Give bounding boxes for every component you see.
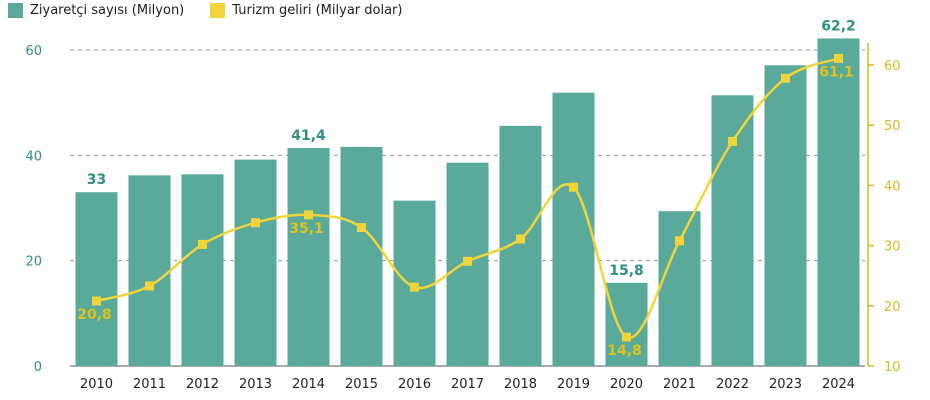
x-tick-label: 2018 bbox=[504, 377, 537, 392]
revenue-point bbox=[198, 239, 207, 249]
revenue-point bbox=[463, 256, 472, 266]
revenue-point bbox=[675, 236, 684, 246]
revenue-point bbox=[834, 53, 843, 63]
x-tick-label: 2012 bbox=[186, 377, 219, 392]
x-tick-label: 2015 bbox=[345, 377, 378, 392]
x-tick-label: 2014 bbox=[292, 377, 325, 392]
y-right-tick-label: 10 bbox=[884, 360, 901, 375]
x-tick-label: 2023 bbox=[769, 377, 802, 392]
x-tick-label: 2021 bbox=[663, 377, 696, 392]
line-data-label: 61,1 bbox=[819, 64, 854, 80]
bar bbox=[711, 95, 754, 366]
legend-item-revenue: Turizm geliri (Milyar dolar) bbox=[210, 3, 402, 18]
legend-label-visitors: Ziyaretçi sayısı (Milyon) bbox=[30, 3, 185, 18]
revenue-point bbox=[304, 210, 313, 220]
x-tick-label: 2020 bbox=[610, 377, 643, 392]
revenue-line bbox=[96, 57, 839, 339]
x-tick-label: 2013 bbox=[239, 377, 272, 392]
y-right-tick-label: 20 bbox=[884, 300, 901, 315]
bar-data-label: 41,4 bbox=[291, 128, 326, 144]
x-tick-label: 2019 bbox=[557, 377, 590, 392]
y-left-tick-label: 40 bbox=[25, 149, 42, 164]
legend-swatch-visitors bbox=[8, 3, 23, 18]
revenue-point bbox=[516, 234, 525, 244]
legend-swatch-revenue bbox=[210, 3, 226, 18]
y-right-tick-label: 60 bbox=[884, 59, 901, 74]
y-left-tick-label: 0 bbox=[34, 360, 42, 375]
bar bbox=[817, 38, 860, 367]
revenue-point bbox=[728, 136, 737, 146]
x-tick-label: 2017 bbox=[451, 377, 484, 392]
bar bbox=[287, 147, 330, 366]
revenue-point bbox=[569, 182, 578, 192]
bar bbox=[658, 211, 701, 366]
bar bbox=[181, 174, 224, 366]
chart-legend: Ziyaretçi sayısı (Milyon) Turizm geliri … bbox=[8, 3, 428, 18]
revenue-point bbox=[251, 218, 260, 228]
revenue-point bbox=[357, 223, 366, 233]
line-data-label: 35,1 bbox=[289, 221, 324, 237]
y-right-tick-label: 50 bbox=[884, 119, 901, 134]
x-tick-label: 2011 bbox=[133, 377, 166, 392]
y-left-tick-label: 60 bbox=[25, 44, 42, 59]
bar bbox=[340, 146, 383, 366]
bar bbox=[605, 282, 648, 366]
y-left-tick-label: 20 bbox=[25, 255, 42, 270]
bar bbox=[128, 175, 171, 366]
legend-item-visitors: Ziyaretçi sayısı (Milyon) bbox=[8, 3, 184, 18]
revenue-point bbox=[92, 296, 101, 306]
bar bbox=[234, 159, 277, 366]
legend-label-revenue: Turizm geliri (Milyar dolar) bbox=[232, 3, 403, 18]
bar bbox=[552, 92, 595, 366]
bar bbox=[764, 65, 807, 367]
line-data-label: 14,8 bbox=[607, 343, 642, 359]
bar-data-label: 15,8 bbox=[609, 263, 644, 279]
x-tick-label: 2016 bbox=[398, 377, 431, 392]
x-tick-label: 2024 bbox=[822, 377, 855, 392]
y-right-tick-label: 30 bbox=[884, 240, 901, 255]
revenue-point bbox=[145, 281, 154, 291]
bar bbox=[75, 192, 118, 366]
x-tick-label: 2022 bbox=[716, 377, 749, 392]
revenue-point bbox=[781, 73, 790, 83]
x-tick-label: 2010 bbox=[80, 377, 113, 392]
bar-data-label: 33 bbox=[87, 172, 106, 188]
bar-data-label: 62,2 bbox=[821, 18, 856, 34]
revenue-point bbox=[410, 282, 419, 292]
revenue-point bbox=[622, 332, 631, 342]
y-right-tick-label: 40 bbox=[884, 179, 901, 194]
line-data-label: 20,8 bbox=[77, 307, 112, 323]
